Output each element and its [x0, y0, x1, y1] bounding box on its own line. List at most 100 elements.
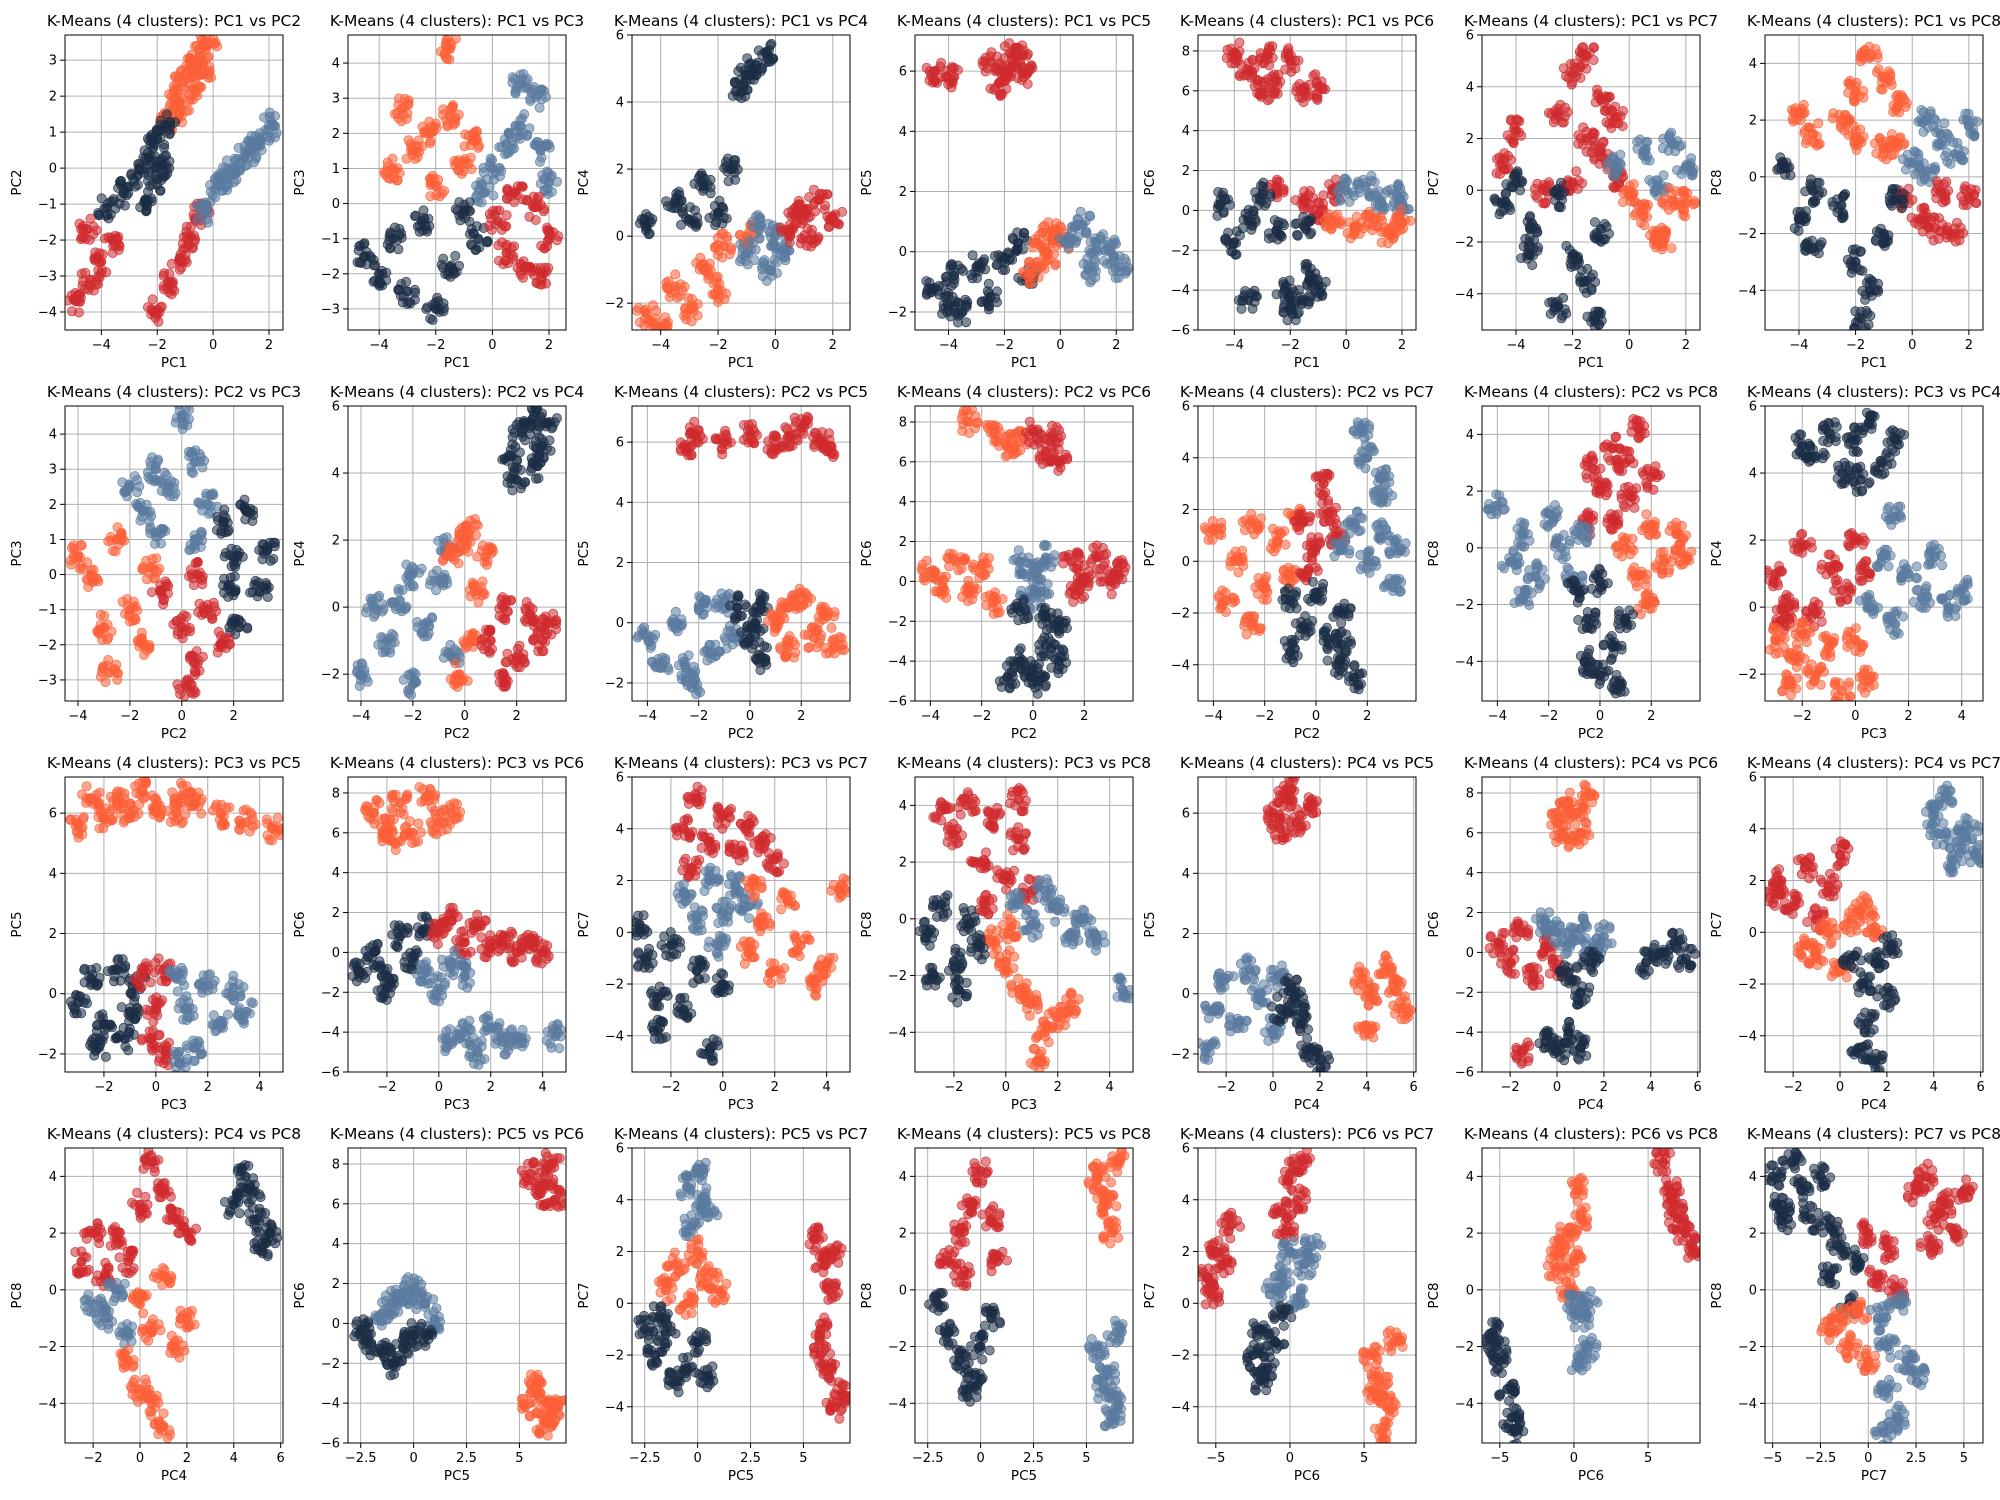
data-point	[368, 611, 379, 622]
y-tick-label: −2	[888, 305, 907, 320]
data-point	[518, 417, 529, 428]
data-point	[425, 313, 436, 324]
data-point	[1026, 60, 1037, 71]
data-point	[512, 462, 523, 473]
y-tick-label: −3	[38, 673, 57, 688]
data-point	[1573, 130, 1584, 141]
data-point	[1032, 257, 1043, 268]
cluster-4	[192, 107, 282, 228]
x-tick-label: 0	[178, 709, 186, 724]
data-point	[1525, 249, 1536, 260]
data-point	[1609, 182, 1620, 193]
data-point	[197, 579, 208, 590]
data-point	[1590, 314, 1601, 325]
data-point	[713, 284, 724, 295]
data-point	[790, 210, 801, 221]
data-point	[1595, 94, 1606, 105]
cluster-2	[1897, 105, 1983, 188]
x-tick-label: 0	[771, 338, 779, 353]
data-point	[177, 76, 188, 87]
data-point	[74, 307, 85, 318]
data-point	[993, 78, 1004, 89]
data-point	[141, 574, 152, 585]
data-point	[469, 514, 480, 525]
data-point	[1836, 200, 1847, 211]
data-point	[90, 247, 101, 258]
data-point	[1567, 177, 1578, 188]
data-point	[1374, 195, 1385, 206]
data-point	[1850, 306, 1861, 317]
data-point	[691, 437, 702, 448]
y-tick-label: −4	[1171, 284, 1190, 299]
data-point	[1243, 215, 1254, 226]
y-tick-label: 2	[1182, 164, 1190, 179]
data-point	[1657, 197, 1668, 208]
data-point	[352, 257, 363, 268]
data-point	[402, 286, 413, 297]
scatter-points	[65, 35, 282, 327]
data-point	[1553, 107, 1564, 118]
data-point	[403, 576, 414, 587]
data-point	[519, 657, 530, 668]
data-point	[1229, 47, 1240, 58]
y-axis-label: PC4	[292, 540, 308, 566]
data-point	[1808, 242, 1819, 253]
data-point	[688, 677, 699, 688]
data-point	[1933, 233, 1944, 244]
data-point	[745, 428, 756, 439]
y-tick-label: 0	[332, 197, 340, 212]
data-point	[686, 316, 697, 327]
data-point	[188, 84, 199, 95]
data-point	[189, 64, 200, 75]
data-point	[1271, 225, 1282, 236]
x-tick-label: 2	[265, 338, 273, 353]
data-point	[116, 175, 127, 186]
data-point	[500, 657, 511, 668]
cluster-2	[632, 219, 762, 330]
data-point	[1581, 50, 1592, 61]
data-point	[147, 554, 158, 565]
data-point	[393, 113, 404, 124]
data-point	[724, 249, 735, 260]
x-tick-label: 2	[1965, 338, 1973, 353]
data-point	[1285, 305, 1296, 316]
data-point	[1928, 121, 1939, 132]
data-point	[269, 132, 280, 143]
y-tick-label: 2	[49, 498, 57, 513]
data-point	[632, 632, 643, 643]
y-tick-label: 4	[49, 428, 57, 443]
data-point	[1022, 48, 1033, 59]
x-tick-label: −4	[1225, 338, 1244, 353]
data-point	[177, 633, 188, 644]
data-point	[146, 587, 157, 598]
data-point	[552, 235, 563, 246]
data-point	[1877, 84, 1888, 95]
y-tick-label: −3	[321, 302, 340, 317]
subplot-title: K-Means (4 clusters): PC1 vs PC8	[1747, 12, 2000, 30]
data-point	[1929, 222, 1940, 233]
data-point	[174, 252, 185, 263]
data-point	[168, 619, 179, 630]
data-point	[985, 291, 996, 302]
subplot-title: K-Means (4 clusters): PC2 vs PC4	[330, 383, 584, 401]
x-tick-label: −4	[939, 338, 958, 353]
data-point	[1313, 81, 1324, 92]
data-point	[192, 569, 203, 580]
data-point	[498, 602, 509, 613]
data-point	[1958, 228, 1969, 239]
data-point	[655, 321, 666, 330]
data-point	[511, 474, 522, 485]
data-point	[403, 135, 414, 146]
data-point	[706, 647, 717, 658]
data-point	[86, 569, 97, 580]
data-point	[723, 176, 734, 187]
data-point	[524, 123, 535, 134]
data-point	[717, 449, 728, 460]
cluster-4	[775, 184, 848, 252]
data-point	[1240, 285, 1251, 296]
data-point	[1971, 198, 1982, 209]
y-tick-label: 8	[1182, 44, 1190, 59]
data-point	[978, 256, 989, 267]
